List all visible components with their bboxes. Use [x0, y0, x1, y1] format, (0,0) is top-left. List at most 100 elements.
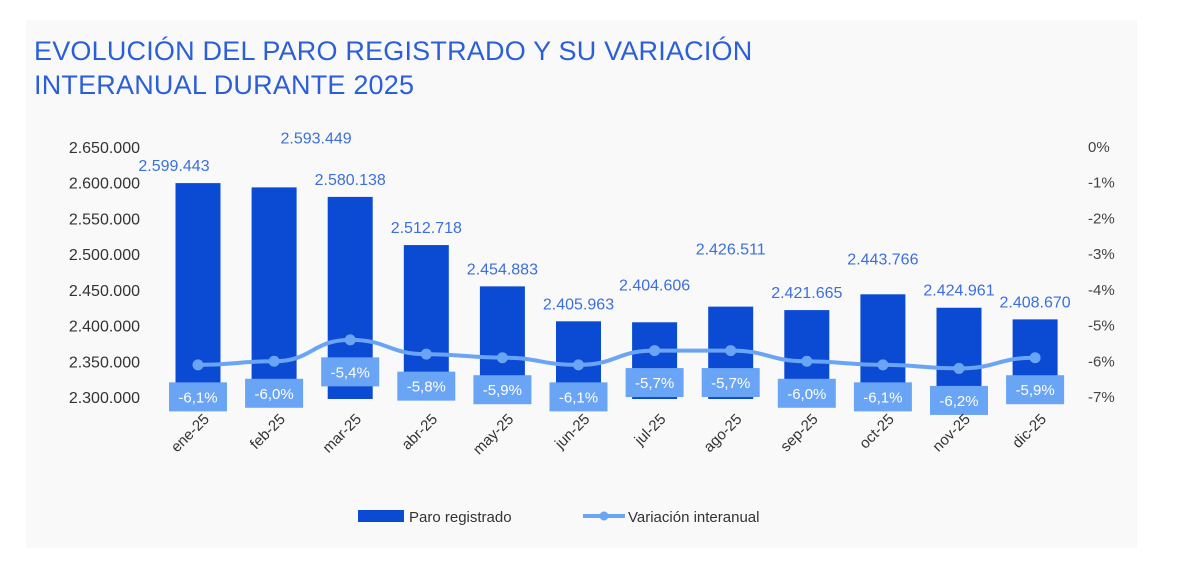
bar-data-label: 2.424.961: [923, 283, 994, 300]
pct-label-text: -5,4%: [331, 364, 370, 381]
pct-label-box: -6,1%: [169, 382, 227, 412]
pct-label-background: [473, 375, 532, 405]
pct-label-text: -5,8%: [407, 379, 446, 396]
left-tick-label: 2.500.000: [69, 247, 140, 264]
bar-data-label: 2.593.449: [281, 130, 352, 147]
line-point: [1029, 352, 1041, 364]
chart-title-line-1: EVOLUCIÓN DEL PARO REGISTRADO Y SU VARIA…: [34, 36, 753, 66]
pct-label-box: -5,7%: [625, 368, 684, 398]
bar: [936, 307, 982, 399]
x-tick-label: jun-25: [551, 411, 593, 453]
legend-label-line: Variación interanual: [628, 509, 759, 526]
pct-label-text: -6,2%: [939, 393, 978, 410]
pct-label-box: -5,7%: [701, 368, 760, 398]
pct-label-background: [397, 371, 456, 401]
pct-label-text: -6,0%: [787, 386, 826, 403]
pct-label-text: -6,1%: [559, 389, 598, 406]
line-point: [420, 348, 432, 360]
bar-data-labels: 2.599.443 2.593.449 2.580.138 2.512.718 2.45…: [138, 130, 1070, 313]
x-tick-label: sep-25: [777, 411, 821, 455]
legend-swatch-marker: [599, 511, 609, 521]
bar: [860, 294, 906, 399]
pct-label-background: [549, 382, 608, 412]
x-tick-label: abr-25: [398, 411, 441, 454]
right-tick-label: -4%: [1088, 282, 1115, 299]
x-tick-label: ago-25: [700, 411, 745, 456]
pct-label-box: -6,2%: [930, 385, 988, 415]
left-axis: 2.650.000 2.600.000 2.550.000 2.500.000 2.45…: [69, 140, 140, 407]
pct-label-background: [930, 385, 988, 415]
pct-label-box: -6,1%: [549, 382, 608, 412]
right-tick-label: -5%: [1088, 318, 1115, 335]
pct-label-text: -5,9%: [1016, 382, 1055, 399]
pct-label-text: -5,9%: [483, 382, 522, 399]
pct-label-background: [777, 378, 836, 408]
pct-label-box: -5,9%: [1006, 375, 1065, 405]
x-tick-label: jul-25: [631, 411, 670, 450]
bar-data-label: 2.443.766: [847, 251, 918, 268]
pct-label-box: -5,4%: [321, 357, 380, 387]
pct-label-text: -6,1%: [863, 389, 902, 406]
line-point: [725, 345, 737, 357]
line-data-labels: -6,1% -6,0% -5,4% -5,8% -5,9% -6,1% -5,7% -5,7%…: [169, 357, 1065, 415]
pct-label-background: [169, 382, 227, 412]
x-tick-label: dic-25: [1009, 411, 1050, 452]
pct-label-background: [625, 368, 684, 398]
bar-data-label: 2.454.883: [467, 261, 538, 278]
legend-label-bar: Paro registrado: [409, 509, 512, 526]
right-tick-label: -2%: [1088, 210, 1115, 227]
right-tick-label: -6%: [1088, 353, 1115, 370]
line-point: [496, 352, 508, 364]
x-axis: ene-25 feb-25 mar-25 abr-25 may-25 jun-25 jul-…: [168, 411, 1050, 458]
line-point: [192, 359, 204, 371]
line-point: [344, 334, 356, 346]
line-series: [192, 334, 1041, 374]
line-point: [801, 355, 813, 367]
x-tick-label: oct-25: [856, 411, 898, 453]
bar: [251, 187, 297, 399]
pct-label-box: -6,1%: [853, 382, 912, 412]
pct-label-box: -5,9%: [473, 375, 532, 405]
pct-label-background: [1006, 375, 1065, 405]
line-point: [649, 345, 661, 357]
pct-label-background: [245, 378, 304, 408]
bar-data-label: 2.421.665: [771, 285, 842, 302]
legend-swatch-bar: [358, 510, 404, 522]
line-point: [877, 359, 889, 371]
pct-label-text: -6,1%: [178, 389, 217, 406]
line-point: [953, 362, 965, 374]
left-tick-label: 2.400.000: [69, 319, 140, 336]
left-tick-label: 2.300.000: [69, 390, 140, 407]
x-tick-label: may-25: [470, 411, 517, 458]
bar-data-label: 2.426.511: [696, 242, 766, 259]
pct-label-background: [853, 382, 912, 412]
left-tick-label: 2.600.000: [69, 176, 140, 193]
bar-data-label: 2.405.963: [543, 296, 614, 313]
chart-title-line-2: INTERANUAL DURANTE 2025: [34, 70, 415, 100]
left-tick-label: 2.550.000: [69, 211, 140, 228]
right-axis: 0% -1% -2% -3% -4% -5% -6% -7%: [1088, 139, 1115, 406]
pct-label-text: -5,7%: [711, 375, 750, 392]
pct-label-text: -6,0%: [255, 386, 294, 403]
x-tick-label: mar-25: [319, 411, 365, 457]
bar-data-label: 2.408.670: [1000, 294, 1071, 311]
pct-label-background: [321, 357, 380, 387]
right-tick-label: -3%: [1088, 246, 1115, 263]
x-tick-label: nov-25: [929, 411, 973, 455]
bar-data-label: 2.512.718: [391, 220, 462, 237]
right-tick-label: -7%: [1088, 389, 1115, 406]
x-tick-label: feb-25: [247, 411, 289, 453]
pct-label-box: -6,0%: [777, 378, 836, 408]
line-point: [573, 359, 584, 371]
chart-title: EVOLUCIÓN DEL PARO REGISTRADO Y SU VARIA…: [34, 34, 752, 102]
right-tick-label: 0%: [1088, 139, 1110, 156]
bar-data-label: 2.404.606: [619, 277, 690, 294]
variation-line: [197, 337, 1036, 371]
bar-data-label: 2.599.443: [138, 158, 209, 175]
pct-label-text: -5,7%: [635, 375, 674, 392]
pct-label-box: -6,0%: [245, 378, 304, 408]
left-tick-label: 2.350.000: [69, 354, 140, 371]
bar-data-label: 2.580.138: [315, 172, 386, 189]
line-point: [268, 355, 280, 367]
